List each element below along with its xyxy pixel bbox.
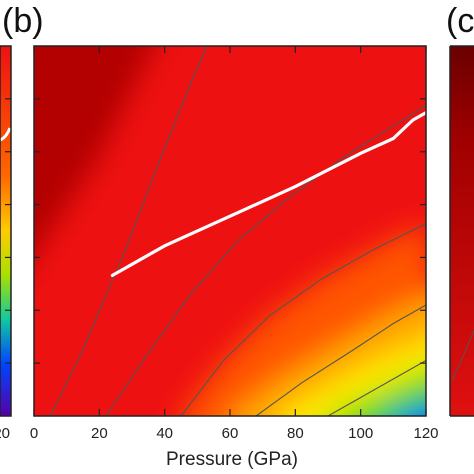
heatmap-band [34,46,154,256]
x-tick-labels: 0 20 40 60 80 100 120 [30,425,439,442]
white-boundary-curve [110,111,426,277]
contour-line [327,360,426,416]
main-panel-ticks [33,46,427,416]
x-tick-label: 80 [287,425,304,442]
x-tick-label: 20 [91,425,108,442]
right-partial-panel [449,45,474,417]
heatmap-field [34,46,426,416]
panel-label-b: (b) [2,2,44,40]
right-panel-fill [450,46,474,416]
left-partial-panel: 20 [0,45,12,442]
x-tick-label: 60 [222,425,239,442]
x-tick-label: 120 [413,425,438,442]
left-panel-tick-label: 20 [0,425,10,442]
left-panel-ticks: 20 [0,98,11,442]
x-tick-label: 100 [348,425,373,442]
x-tick-label: 0 [30,425,38,442]
contour-line [105,104,426,416]
left-panel-fill [0,46,11,416]
x-tick-label: 40 [156,425,173,442]
contour-lines [49,46,426,416]
heatmap-band [380,401,426,416]
contour-line [255,304,426,416]
heatmap-band [399,410,426,416]
contour-line [180,223,426,416]
panel-label-c: (c [446,2,474,40]
heatmap-bands [34,46,426,416]
right-panel-contour [451,329,474,381]
left-panel-frame [0,45,12,417]
x-axis-title: Pressure (GPa) [166,449,298,470]
left-panel-white-curve [0,127,12,142]
contour-line [49,46,208,416]
